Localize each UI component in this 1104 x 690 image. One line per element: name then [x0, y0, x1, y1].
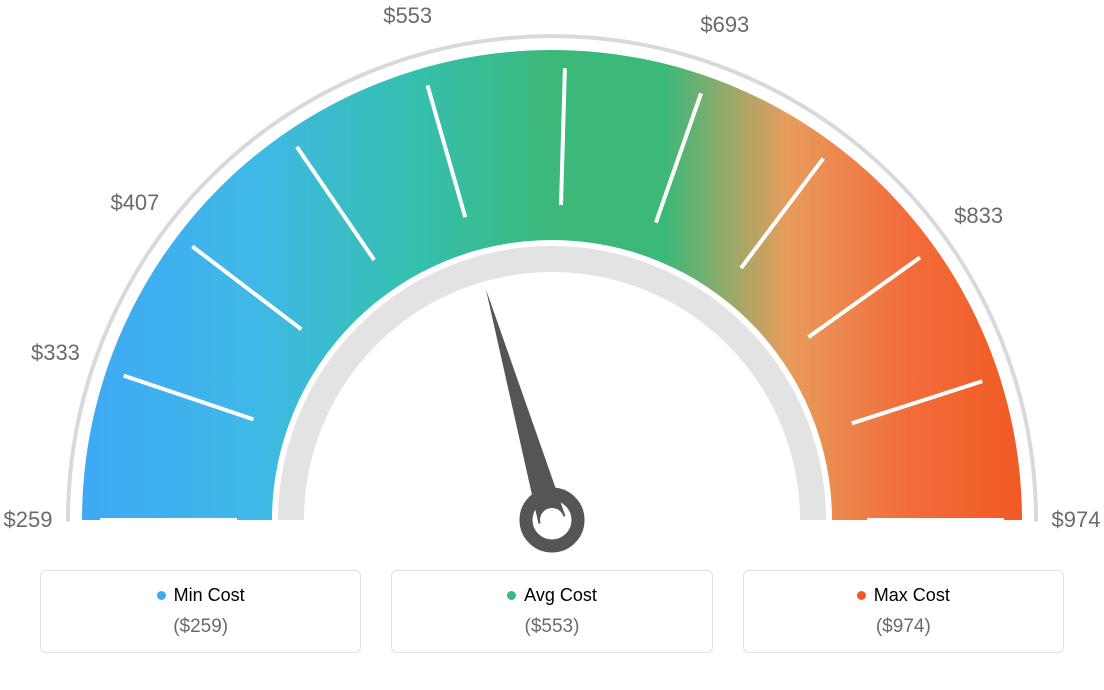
gauge-tick-label: $974	[1052, 507, 1101, 533]
legend-box-max: Max Cost ($974)	[743, 570, 1064, 653]
gauge-tick-label: $693	[700, 12, 749, 38]
gauge-tick-label: $553	[383, 3, 432, 29]
legend-dot-min	[157, 591, 166, 600]
legend-title-max: Max Cost	[857, 585, 950, 606]
legend-dot-max	[857, 591, 866, 600]
legend-box-min: Min Cost ($259)	[40, 570, 361, 653]
legend-value-min: ($259)	[51, 616, 350, 638]
legend-label-avg: Avg Cost	[524, 585, 597, 606]
legend-box-avg: Avg Cost ($553)	[391, 570, 712, 653]
gauge-tick-label: $407	[110, 190, 159, 216]
gauge-area: $259 $333 $407 $553 $693 $833 $974	[0, 0, 1104, 560]
legend-label-min: Min Cost	[174, 585, 245, 606]
legend-dot-avg	[507, 591, 516, 600]
legend-title-min: Min Cost	[157, 585, 245, 606]
cost-gauge-chart: $259 $333 $407 $553 $693 $833 $974 Min Cost ($…	[0, 0, 1104, 690]
legend-row: Min Cost ($259) Avg Cost ($553) Max Cost…	[0, 570, 1104, 653]
gauge-tick-label: $333	[31, 340, 80, 366]
gauge-svg	[0, 0, 1104, 560]
legend-value-max: ($974)	[754, 616, 1053, 638]
legend-title-avg: Avg Cost	[507, 585, 597, 606]
legend-value-avg: ($553)	[402, 616, 701, 638]
gauge-tick-label: $833	[954, 203, 1003, 229]
legend-label-max: Max Cost	[874, 585, 950, 606]
gauge-tick-label: $259	[4, 507, 53, 533]
